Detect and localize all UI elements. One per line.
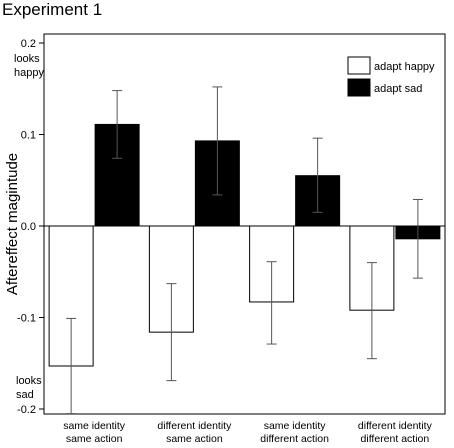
legend-label-adapt-sad: adapt sad (374, 83, 422, 95)
x-category-label-0-line1: same identity (63, 420, 126, 432)
plot-frame (43, 33, 446, 415)
y-tick-label-0: 0.2 (21, 38, 36, 50)
y-tick-label-4: -0.2 (17, 404, 36, 416)
y-tick-label-1: 0.1 (21, 130, 36, 142)
y-tick-label-2: 0.0 (21, 221, 36, 233)
annotation-looks-happy-line1: looks (14, 53, 40, 65)
annotation-looks-sad-line2: sad (16, 389, 34, 401)
x-category-label-0-line2: same action (66, 433, 123, 445)
x-category-label-1-line2: same action (166, 433, 223, 445)
x-category-label-1-line1: different identity (157, 420, 232, 432)
legend-swatch-adapt-happy (347, 56, 371, 75)
legend-label-adapt-happy: adapt happy (374, 61, 435, 73)
legend-swatch-adapt-sad (347, 78, 371, 97)
annotation-looks-sad-line1: looks (16, 375, 42, 387)
x-category-label-3-line2: different action (361, 433, 430, 445)
annotation-looks-happy-line2: happy (14, 67, 44, 79)
y-axis-label: Aftereffect magintude (4, 153, 21, 295)
page-title: Experiment 1 (2, 0, 103, 19)
x-category-label-2-line1: same identity (264, 420, 327, 432)
x-category-label-3-line1: different identity (358, 420, 433, 432)
x-category-label-2-line2: different action (260, 433, 329, 445)
y-tick-label-3: -0.1 (17, 313, 36, 325)
legend: adapt happy adapt sad (347, 56, 435, 97)
